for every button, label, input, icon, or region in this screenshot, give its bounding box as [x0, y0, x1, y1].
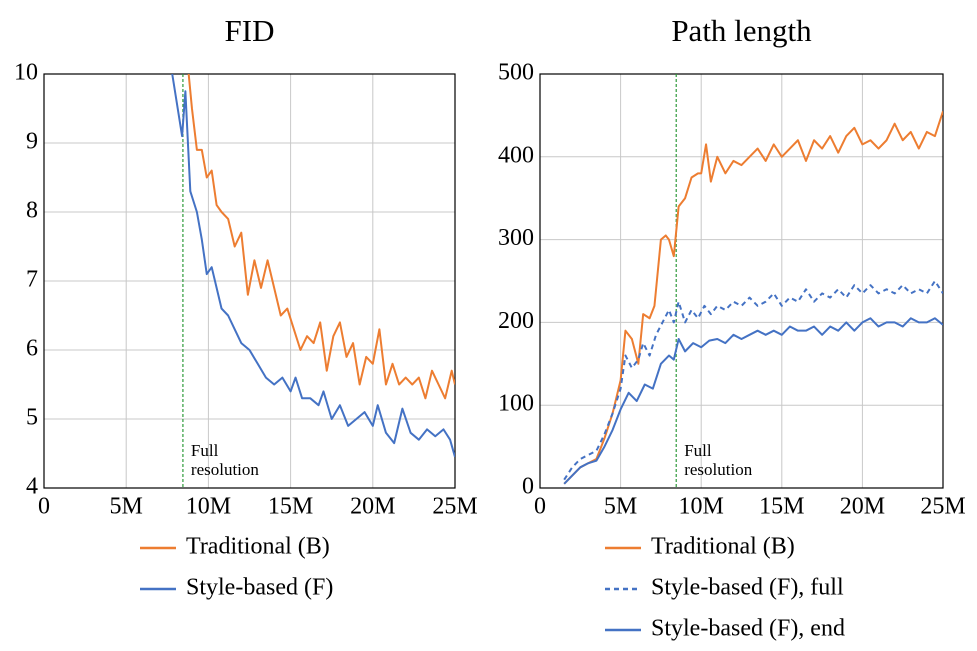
- y-tick-label: 8: [26, 198, 38, 224]
- series-group: [171, 74, 455, 458]
- x-tick-label: 5M: [604, 494, 637, 520]
- x-tick-label: 20M: [350, 494, 395, 520]
- legend-label: Style-based (F), end: [651, 616, 845, 642]
- series-group: [563, 110, 943, 485]
- y-tick-label: 200: [498, 308, 534, 334]
- legend-label: Traditional (B): [651, 534, 795, 560]
- legend-label: Traditional (B): [186, 534, 330, 560]
- x-tick-label: 10M: [186, 494, 231, 520]
- y-tick-label: 100: [498, 391, 534, 417]
- legend-label: Style-based (F): [186, 575, 333, 601]
- x-tick-label: 25M: [432, 494, 477, 520]
- x-tick-label: 5M: [110, 494, 143, 520]
- y-tick-label: 10: [14, 60, 38, 86]
- annotation-label: Full: [684, 441, 712, 460]
- panel-title: Path length: [671, 13, 812, 48]
- x-tick-label: 0: [38, 494, 50, 520]
- series-line: [563, 317, 943, 485]
- x-tick-label: 0: [534, 494, 546, 520]
- plot-frame: [539, 73, 944, 489]
- y-tick-label: 500: [498, 60, 534, 86]
- y-tick-label: 4: [26, 474, 38, 500]
- x-tick-label: 20M: [840, 494, 885, 520]
- series-line: [563, 110, 943, 485]
- y-tick-label: 7: [26, 267, 38, 293]
- plot-frame: [43, 73, 456, 489]
- series-line: [563, 280, 943, 481]
- y-tick-label: 5: [26, 405, 38, 431]
- x-tick-label: 15M: [268, 494, 313, 520]
- series-line: [187, 74, 455, 400]
- panel-title: FID: [225, 13, 275, 48]
- legend-label: Style-based (F), full: [651, 575, 844, 601]
- y-tick-label: 6: [26, 336, 38, 362]
- x-tick-label: 10M: [679, 494, 724, 520]
- annotation-label: resolution: [684, 460, 752, 479]
- annotation-label: Full: [191, 441, 219, 460]
- x-tick-label: 15M: [759, 494, 804, 520]
- series-line: [171, 74, 455, 458]
- y-tick-label: 9: [26, 129, 38, 155]
- y-tick-label: 0: [522, 474, 534, 500]
- x-tick-label: 25M: [920, 494, 965, 520]
- y-tick-label: 300: [498, 225, 534, 251]
- y-tick-label: 400: [498, 142, 534, 168]
- annotation-label: resolution: [191, 460, 259, 479]
